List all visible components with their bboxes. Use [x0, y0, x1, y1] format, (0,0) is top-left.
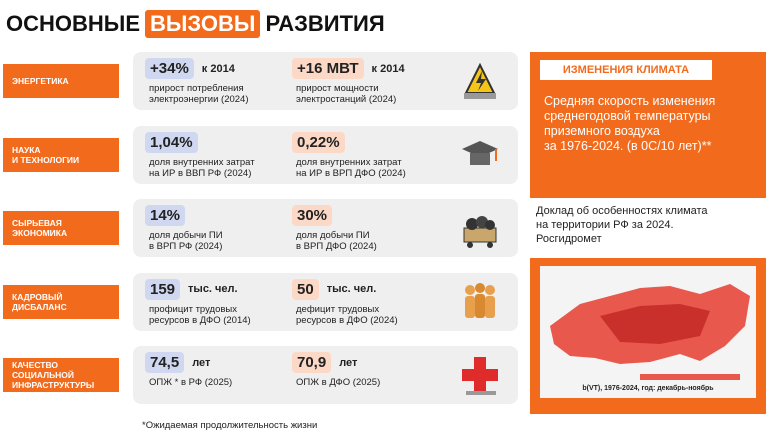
row-icon	[464, 62, 496, 99]
title: ОСНОВНЫЕ ВЫЗОВЫ РАЗВИТИЯ	[6, 10, 385, 38]
source-box: Доклад об особенностях климата на террито…	[530, 198, 766, 258]
desc-line: в ВРП РФ (2024)	[149, 241, 223, 252]
source-line: на территории РФ за 2024.	[536, 219, 674, 231]
metric-unit: лет	[192, 356, 211, 369]
label-line: СОЦИАЛЬНОЙ	[12, 370, 75, 380]
metric-value: 14%	[145, 205, 186, 226]
label-line: КАДРОВЫЙ	[12, 291, 63, 302]
metric-unit: тыс. чел.	[188, 283, 238, 295]
category-label: КАДРОВЫЙ ДИСБАЛАНС	[3, 284, 119, 319]
label-line: СЫРЬЕВАЯ	[12, 218, 62, 228]
metric-unit: к 2014	[371, 62, 405, 75]
desc-line: доля внутренних затрат	[149, 156, 255, 168]
metric-desc: дефицит трудовых ресурсов в ДФО (2024)	[296, 304, 398, 326]
metric-desc: ОПЖ в ДФО (2025)	[296, 377, 380, 388]
category-label: СЫРЬЕВАЯ ЭКОНОМИКА	[3, 211, 119, 245]
label-line: И ТЕХНОЛОГИИ	[12, 154, 80, 165]
climate-line: за 1976-2024. (в 0С/10 лет)**	[544, 139, 712, 153]
metric-value: 0,22%	[292, 131, 345, 153]
metric-desc: доля внутренних затрат на ИР в ВРП ДФО (2…	[296, 157, 406, 179]
desc-line: прирост потребления	[149, 83, 244, 94]
desc-line: ОПЖ в ДФО (2025)	[296, 377, 381, 388]
desc-line: электростанций (2024)	[296, 94, 397, 105]
row-icon	[465, 282, 495, 318]
desc-line: доля добычи ПИ	[296, 230, 370, 241]
map-region	[600, 304, 710, 344]
desc-line: прирост мощности	[296, 83, 379, 94]
desc-line: ОПЖ * в РФ (2025)	[149, 377, 233, 388]
label-line: ЭКОНОМИКА	[12, 228, 68, 238]
map-caption: b(VT), 1976-2024, год: декабрь-ноябрь	[582, 384, 714, 392]
source-line: Доклад об особенностях климата	[536, 205, 708, 217]
metric-desc: прирост мощности электростанций (2024)	[296, 83, 396, 105]
title-highlight: ВЫЗОВЫ	[145, 10, 261, 38]
category-label: НАУКА И ТЕХНОЛОГИИ	[3, 137, 119, 172]
category-label: ЭНЕРГЕТИКА	[3, 64, 119, 98]
metric-value: 1,04%	[145, 131, 198, 153]
metric: 50 тыс. чел.	[292, 278, 377, 300]
desc-line: ресурсов в ДФО (2024)	[296, 314, 398, 326]
map-scale	[640, 374, 740, 380]
label-line: ДИСБАЛАНС	[12, 301, 67, 312]
metric: +34% к 2014	[145, 58, 235, 79]
label-line: ЭНЕРГЕТИКА	[12, 76, 69, 86]
metric: 30%	[292, 205, 333, 226]
climate-map: b(VT), 1976-2024, год: декабрь-ноябрь	[540, 266, 756, 398]
metric-desc: доля добычи ПИ в ВРП ДФО (2024)	[296, 230, 377, 252]
desc-line: на ИР в ВВП РФ (2024)	[149, 167, 252, 179]
desc-line: профицит трудовых	[149, 303, 237, 315]
metric-desc: доля добычи ПИ в ВРП РФ (2024)	[149, 230, 223, 252]
metric-value: 30%	[292, 205, 333, 226]
climate-text: Средняя скорость изменения среднегодовой …	[544, 94, 715, 154]
climate-line: среднегодовой температуры	[544, 109, 711, 123]
climate-panel: ИЗМЕНЕНИЯ КЛИМАТА Средняя скорость измен…	[530, 52, 766, 414]
metric-value: 74,5	[145, 352, 185, 373]
metric-value: 159	[145, 278, 181, 300]
climate-line: приземного воздуха	[544, 124, 660, 138]
metric: 0,22%	[292, 131, 345, 153]
metric: 74,5 лет	[145, 352, 210, 373]
desc-line: доля добычи ПИ	[149, 230, 223, 241]
metric: 1,04%	[145, 131, 198, 153]
metric: 70,9 лет	[292, 352, 357, 373]
row-icon	[463, 216, 497, 248]
desc-line: в ВРП ДФО (2024)	[296, 241, 377, 252]
row-icon	[462, 357, 498, 395]
category-label: КАЧЕСТВО СОЦИАЛЬНОЙ ИНФРАСТРУКТУРЫ	[3, 358, 119, 392]
row-panel	[133, 272, 518, 331]
desc-line: доля внутренних затрат	[296, 156, 402, 168]
metric-desc: профицит трудовых ресурсов в ДФО (2014)	[149, 304, 251, 326]
climate-line: Средняя скорость изменения	[544, 94, 716, 108]
label-line: ИНФРАСТРУКТУРЫ	[12, 380, 95, 390]
metric-desc: ОПЖ * в РФ (2025)	[149, 377, 232, 388]
footnote: *Ожидаемая продолжительность жизни	[142, 420, 318, 431]
climate-heading: ИЗМЕНЕНИЯ КЛИМАТА	[540, 60, 712, 80]
metric-value: +16 МВТ	[292, 58, 364, 79]
desc-line: на ИР в ВРП ДФО (2024)	[296, 167, 406, 179]
desc-line: ресурсов в ДФО (2014)	[149, 314, 251, 326]
source-line: Росгидромет	[536, 233, 602, 245]
metric-value: 70,9	[292, 352, 332, 373]
metric-value: 50	[292, 278, 319, 300]
desc-line: дефицит трудовых	[296, 303, 380, 315]
metric: +16 МВТ к 2014	[292, 58, 405, 79]
desc-line: электроэнергии (2024)	[149, 94, 249, 105]
label-line: КАЧЕСТВО	[12, 360, 58, 370]
title-part: ОСНОВНЫЕ	[6, 11, 140, 36]
row-icon	[462, 140, 498, 165]
metric-desc: прирост потребления электроэнергии (2024)	[149, 83, 249, 105]
metric-unit: лет	[339, 356, 358, 369]
metric-unit: к 2014	[201, 62, 235, 75]
metric-desc: доля внутренних затрат на ИР в ВВП РФ (20…	[149, 157, 255, 179]
label-line: НАУКА	[12, 144, 41, 155]
metric: 14%	[145, 205, 186, 226]
title-part: РАЗВИТИЯ	[265, 11, 385, 36]
metric: 159 тыс. чел.	[145, 278, 238, 300]
metric-unit: тыс. чел.	[326, 283, 377, 295]
metric-value: +34%	[145, 58, 194, 79]
